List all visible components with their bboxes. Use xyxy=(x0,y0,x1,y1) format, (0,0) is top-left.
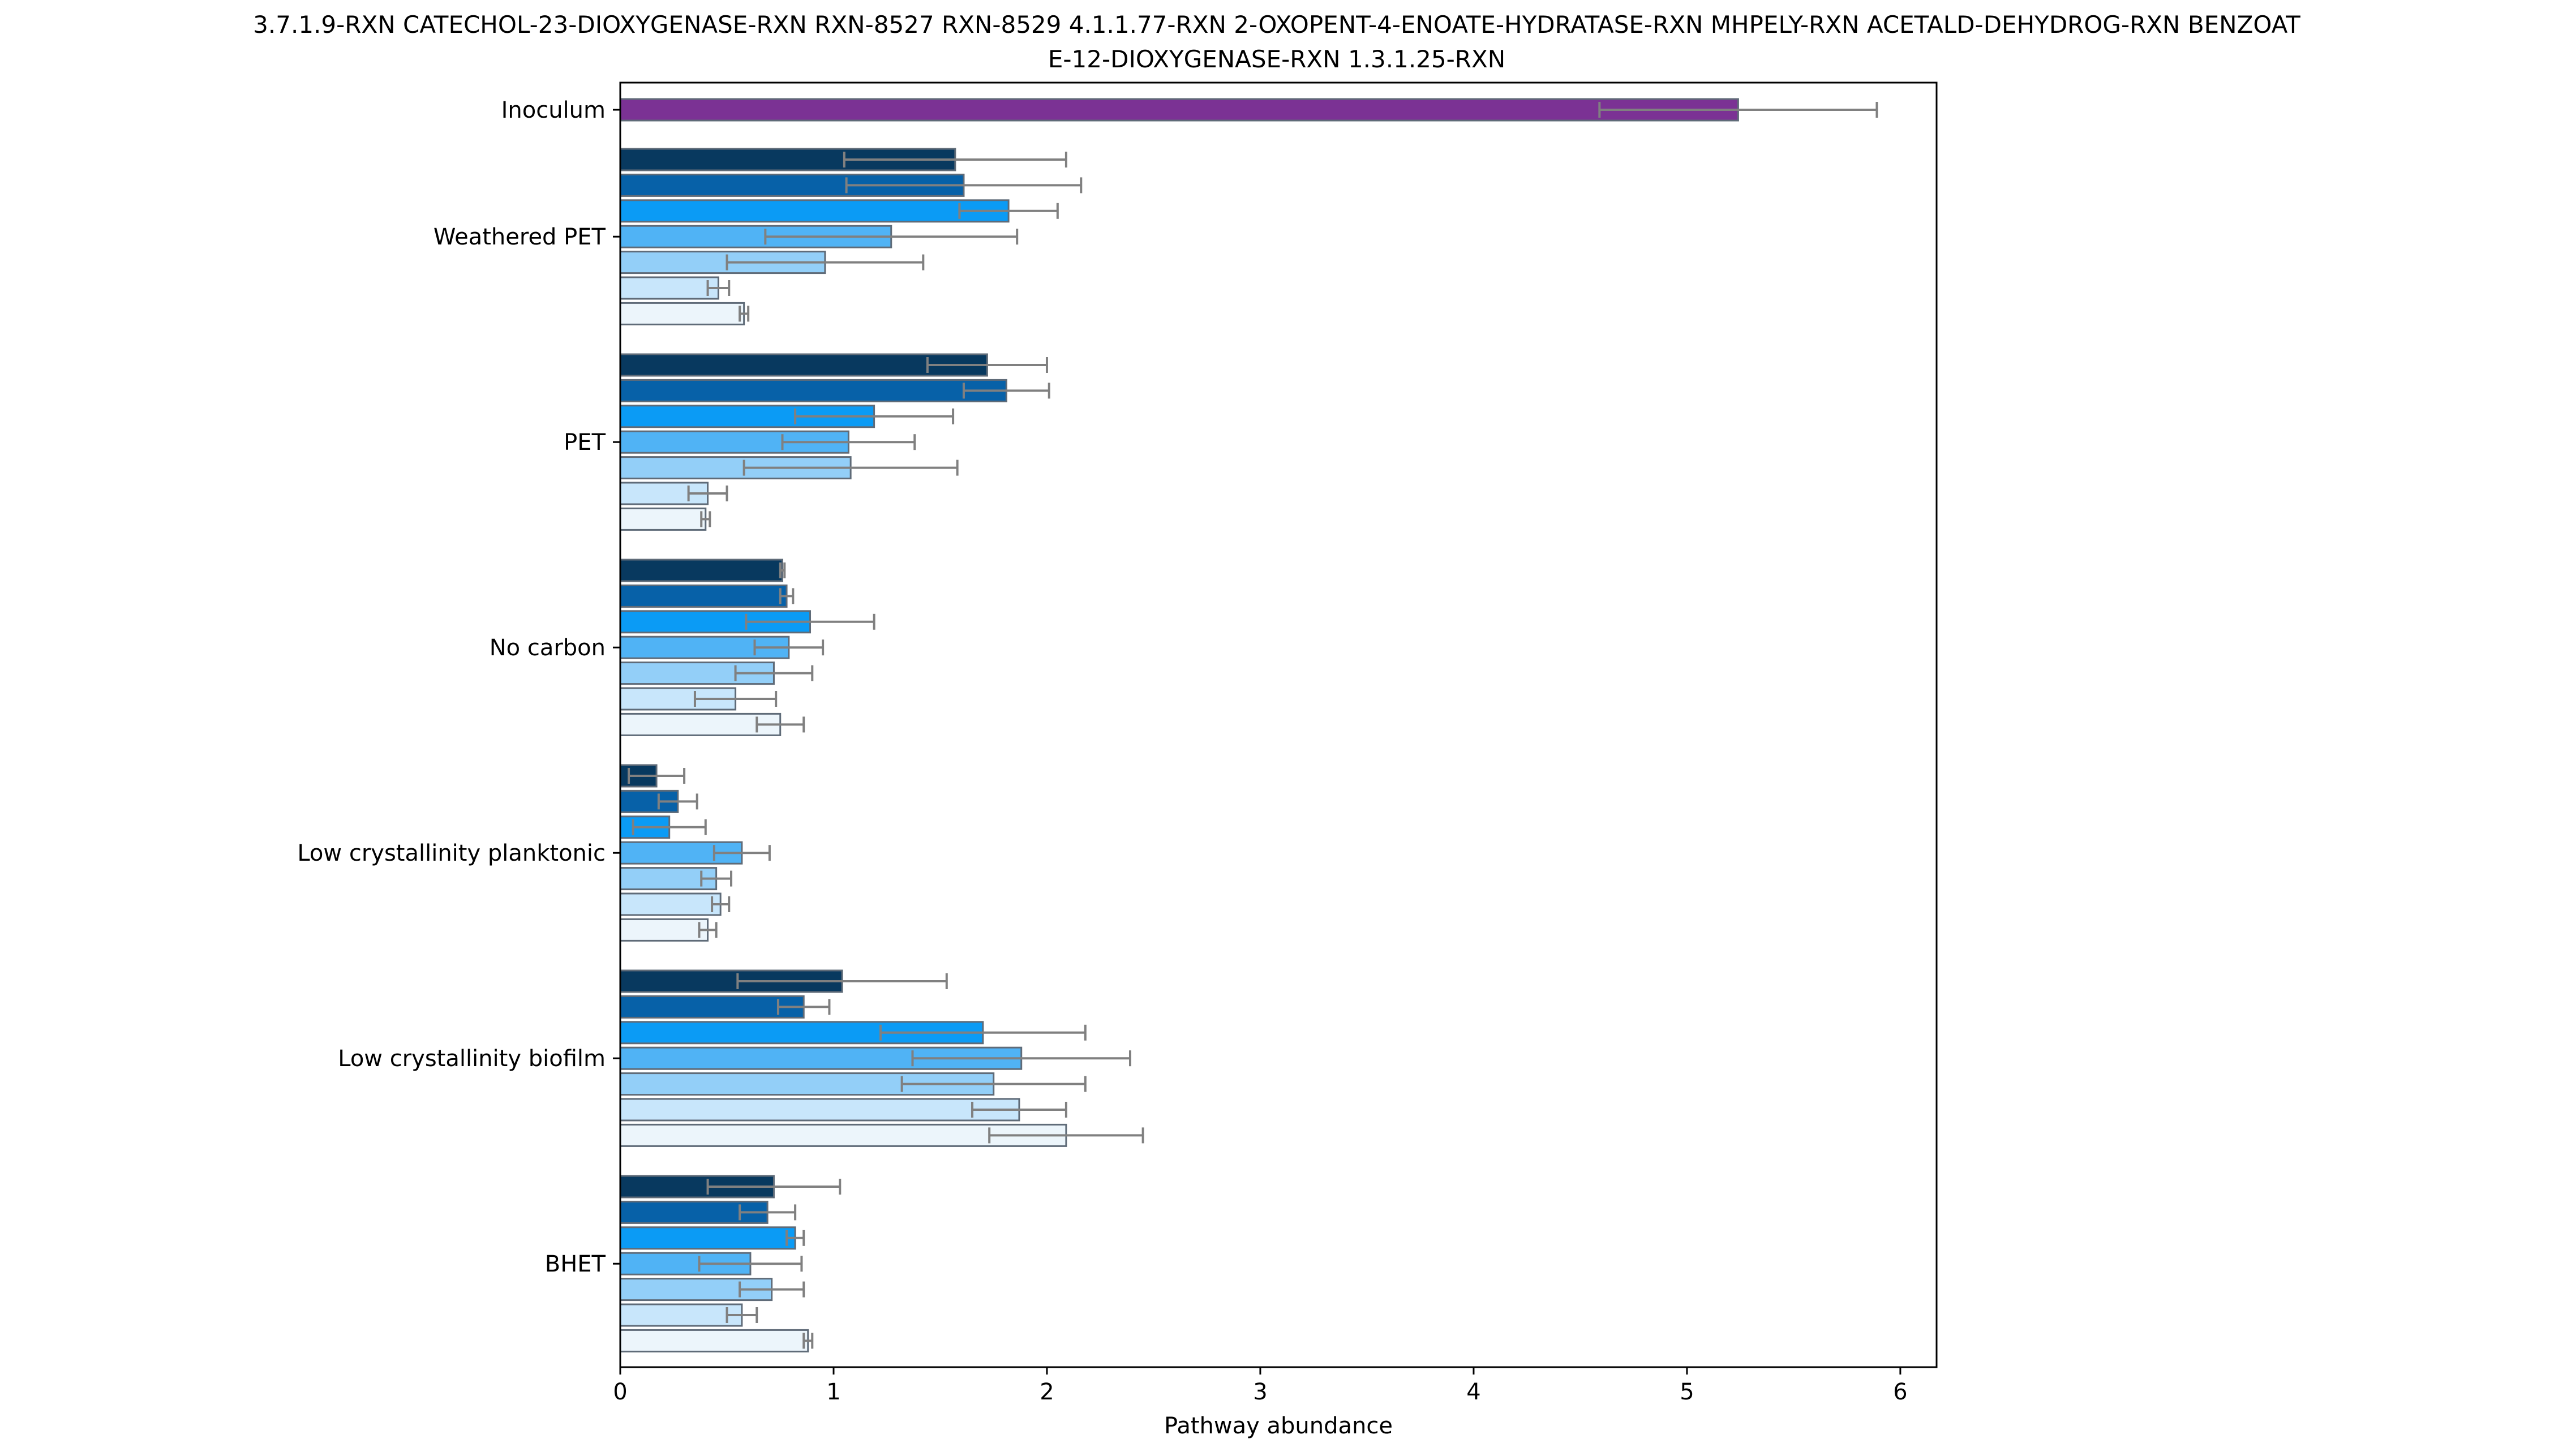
bar-low-crystallinity-planktonic-6-error-bar xyxy=(711,896,731,912)
bar-low-crystallinity-biofilm-7-error-bar xyxy=(988,1127,1144,1144)
bar-pet-7 xyxy=(619,507,707,531)
bar-bhet-1-error-bar xyxy=(706,1179,842,1195)
bar-low-crystallinity-planktonic-1-error-bar xyxy=(628,768,686,784)
plot-frame xyxy=(619,81,1938,1368)
bar-low-crystallinity-planktonic-5-error-bar xyxy=(700,870,733,887)
x-axis-label: Pathway abundance xyxy=(1164,1413,1393,1439)
bar-low-crystallinity-planktonic-7-error-bar xyxy=(698,922,718,938)
bar-weathered-pet-3-error-bar xyxy=(958,203,1059,219)
bar-low-crystallinity-biofilm-2-error-bar xyxy=(776,999,831,1015)
bar-low-crystallinity-planktonic-4-error-bar xyxy=(712,845,771,861)
y-tick-label-weathered-pet: Weathered PET xyxy=(433,224,606,250)
bar-bhet-2-error-bar xyxy=(739,1204,797,1221)
bar-low-crystallinity-biofilm-1-error-bar xyxy=(736,973,948,989)
bar-low-crystallinity-biofilm-4-error-bar xyxy=(911,1050,1131,1067)
bar-no-carbon-2-error-bar xyxy=(779,588,795,604)
bar-pet-2-error-bar xyxy=(962,383,1050,399)
y-tick-label-pet: PET xyxy=(564,430,606,456)
bar-pet-3-error-bar xyxy=(794,408,955,424)
x-tick-label-0: 0 xyxy=(613,1379,627,1405)
bar-low-crystallinity-planktonic-2-error-bar xyxy=(657,793,698,810)
x-tick-label-3: 3 xyxy=(1253,1379,1267,1405)
bar-low-crystallinity-planktonic-7 xyxy=(619,918,709,942)
x-tick-label-5: 5 xyxy=(1680,1379,1694,1405)
bar-no-carbon-1-error-bar xyxy=(779,562,786,578)
bar-bhet-6-error-bar xyxy=(726,1307,758,1323)
bar-low-crystallinity-biofilm-2 xyxy=(619,995,805,1019)
bar-low-crystallinity-biofilm-6-error-bar xyxy=(971,1102,1067,1118)
bar-weathered-pet-3 xyxy=(619,199,1010,223)
bar-bhet-4 xyxy=(619,1252,752,1275)
chart-title-line-2: E-12-DIOXYGENASE-RXN 1.3.1.25-RXN xyxy=(1048,45,1505,73)
bar-no-carbon-1 xyxy=(619,559,784,582)
bar-low-crystallinity-planktonic-3-error-bar xyxy=(632,819,707,835)
x-tick-label-1: 1 xyxy=(826,1379,840,1405)
bar-low-crystallinity-biofilm-5-error-bar xyxy=(900,1076,1087,1092)
bar-bhet-5-error-bar xyxy=(739,1281,805,1298)
bar-no-carbon-2 xyxy=(619,584,788,608)
x-tick-label-6: 6 xyxy=(1893,1379,1907,1405)
bar-pet-7-error-bar xyxy=(700,511,711,527)
bar-low-crystallinity-biofilm-3-error-bar xyxy=(879,1024,1087,1041)
y-tick-label-low-crystallinity-planktonic: Low crystallinity planktonic xyxy=(297,840,606,866)
error-bars-layer xyxy=(628,102,1878,1349)
x-tick-label-4: 4 xyxy=(1466,1379,1480,1405)
y-tick-label-low-crystallinity-biofilm: Low crystallinity biofilm xyxy=(338,1046,606,1072)
bar-bhet-3-error-bar xyxy=(785,1230,805,1246)
y-tick-label-inoculum: Inoculum xyxy=(501,97,606,123)
bar-bhet-7-error-bar xyxy=(802,1333,814,1349)
bar-bhet-6 xyxy=(619,1303,743,1327)
bar-pet-1-error-bar xyxy=(926,357,1048,373)
bar-low-crystallinity-biofilm-6 xyxy=(619,1098,1020,1122)
bar-weathered-pet-1-error-bar xyxy=(843,152,1067,167)
bar-bhet-7 xyxy=(619,1329,809,1352)
bar-no-carbon-3-error-bar xyxy=(745,613,875,630)
bar-pet-5-error-bar xyxy=(742,459,959,476)
chart-title-line-1: 3.7.1.9-RXN CATECHOL-23-DIOXYGENASE-RXN … xyxy=(253,11,2300,38)
y-tick-label-bhet: BHET xyxy=(545,1251,606,1277)
bar-weathered-pet-2-error-bar xyxy=(845,177,1083,194)
bar-inoculum-error-bar xyxy=(1598,102,1878,118)
y-tick-label-no-carbon: No carbon xyxy=(490,635,606,661)
bar-weathered-pet-5-error-bar xyxy=(726,254,925,270)
axes-layer: Inoculum Weathered PET PET No carbon Low cry… xyxy=(297,97,1907,1405)
bar-pet-2 xyxy=(619,379,1007,402)
bar-no-carbon-7 xyxy=(619,712,782,736)
bar-weathered-pet-4-error-bar xyxy=(764,229,1019,245)
bar-pet-4-error-bar xyxy=(781,434,916,450)
bar-low-crystallinity-planktonic-6 xyxy=(619,892,722,916)
bar-weathered-pet-7 xyxy=(619,302,745,325)
bar-no-carbon-5-error-bar xyxy=(734,665,814,681)
x-tick-label-2: 2 xyxy=(1040,1379,1054,1405)
bar-bhet-4-error-bar xyxy=(698,1256,803,1272)
bar-weathered-pet-6-error-bar xyxy=(706,280,731,296)
bar-pet-6-error-bar xyxy=(687,486,728,501)
bar-weathered-pet-6 xyxy=(619,276,719,300)
bar-no-carbon-7-error-bar xyxy=(756,716,805,733)
bar-inoculum xyxy=(619,98,1739,122)
bar-no-carbon-6-error-bar xyxy=(693,691,778,707)
bar-bhet-3 xyxy=(619,1226,796,1250)
bar-weathered-pet-7-error-bar xyxy=(739,306,750,322)
bar-no-carbon-4-error-bar xyxy=(753,639,825,656)
